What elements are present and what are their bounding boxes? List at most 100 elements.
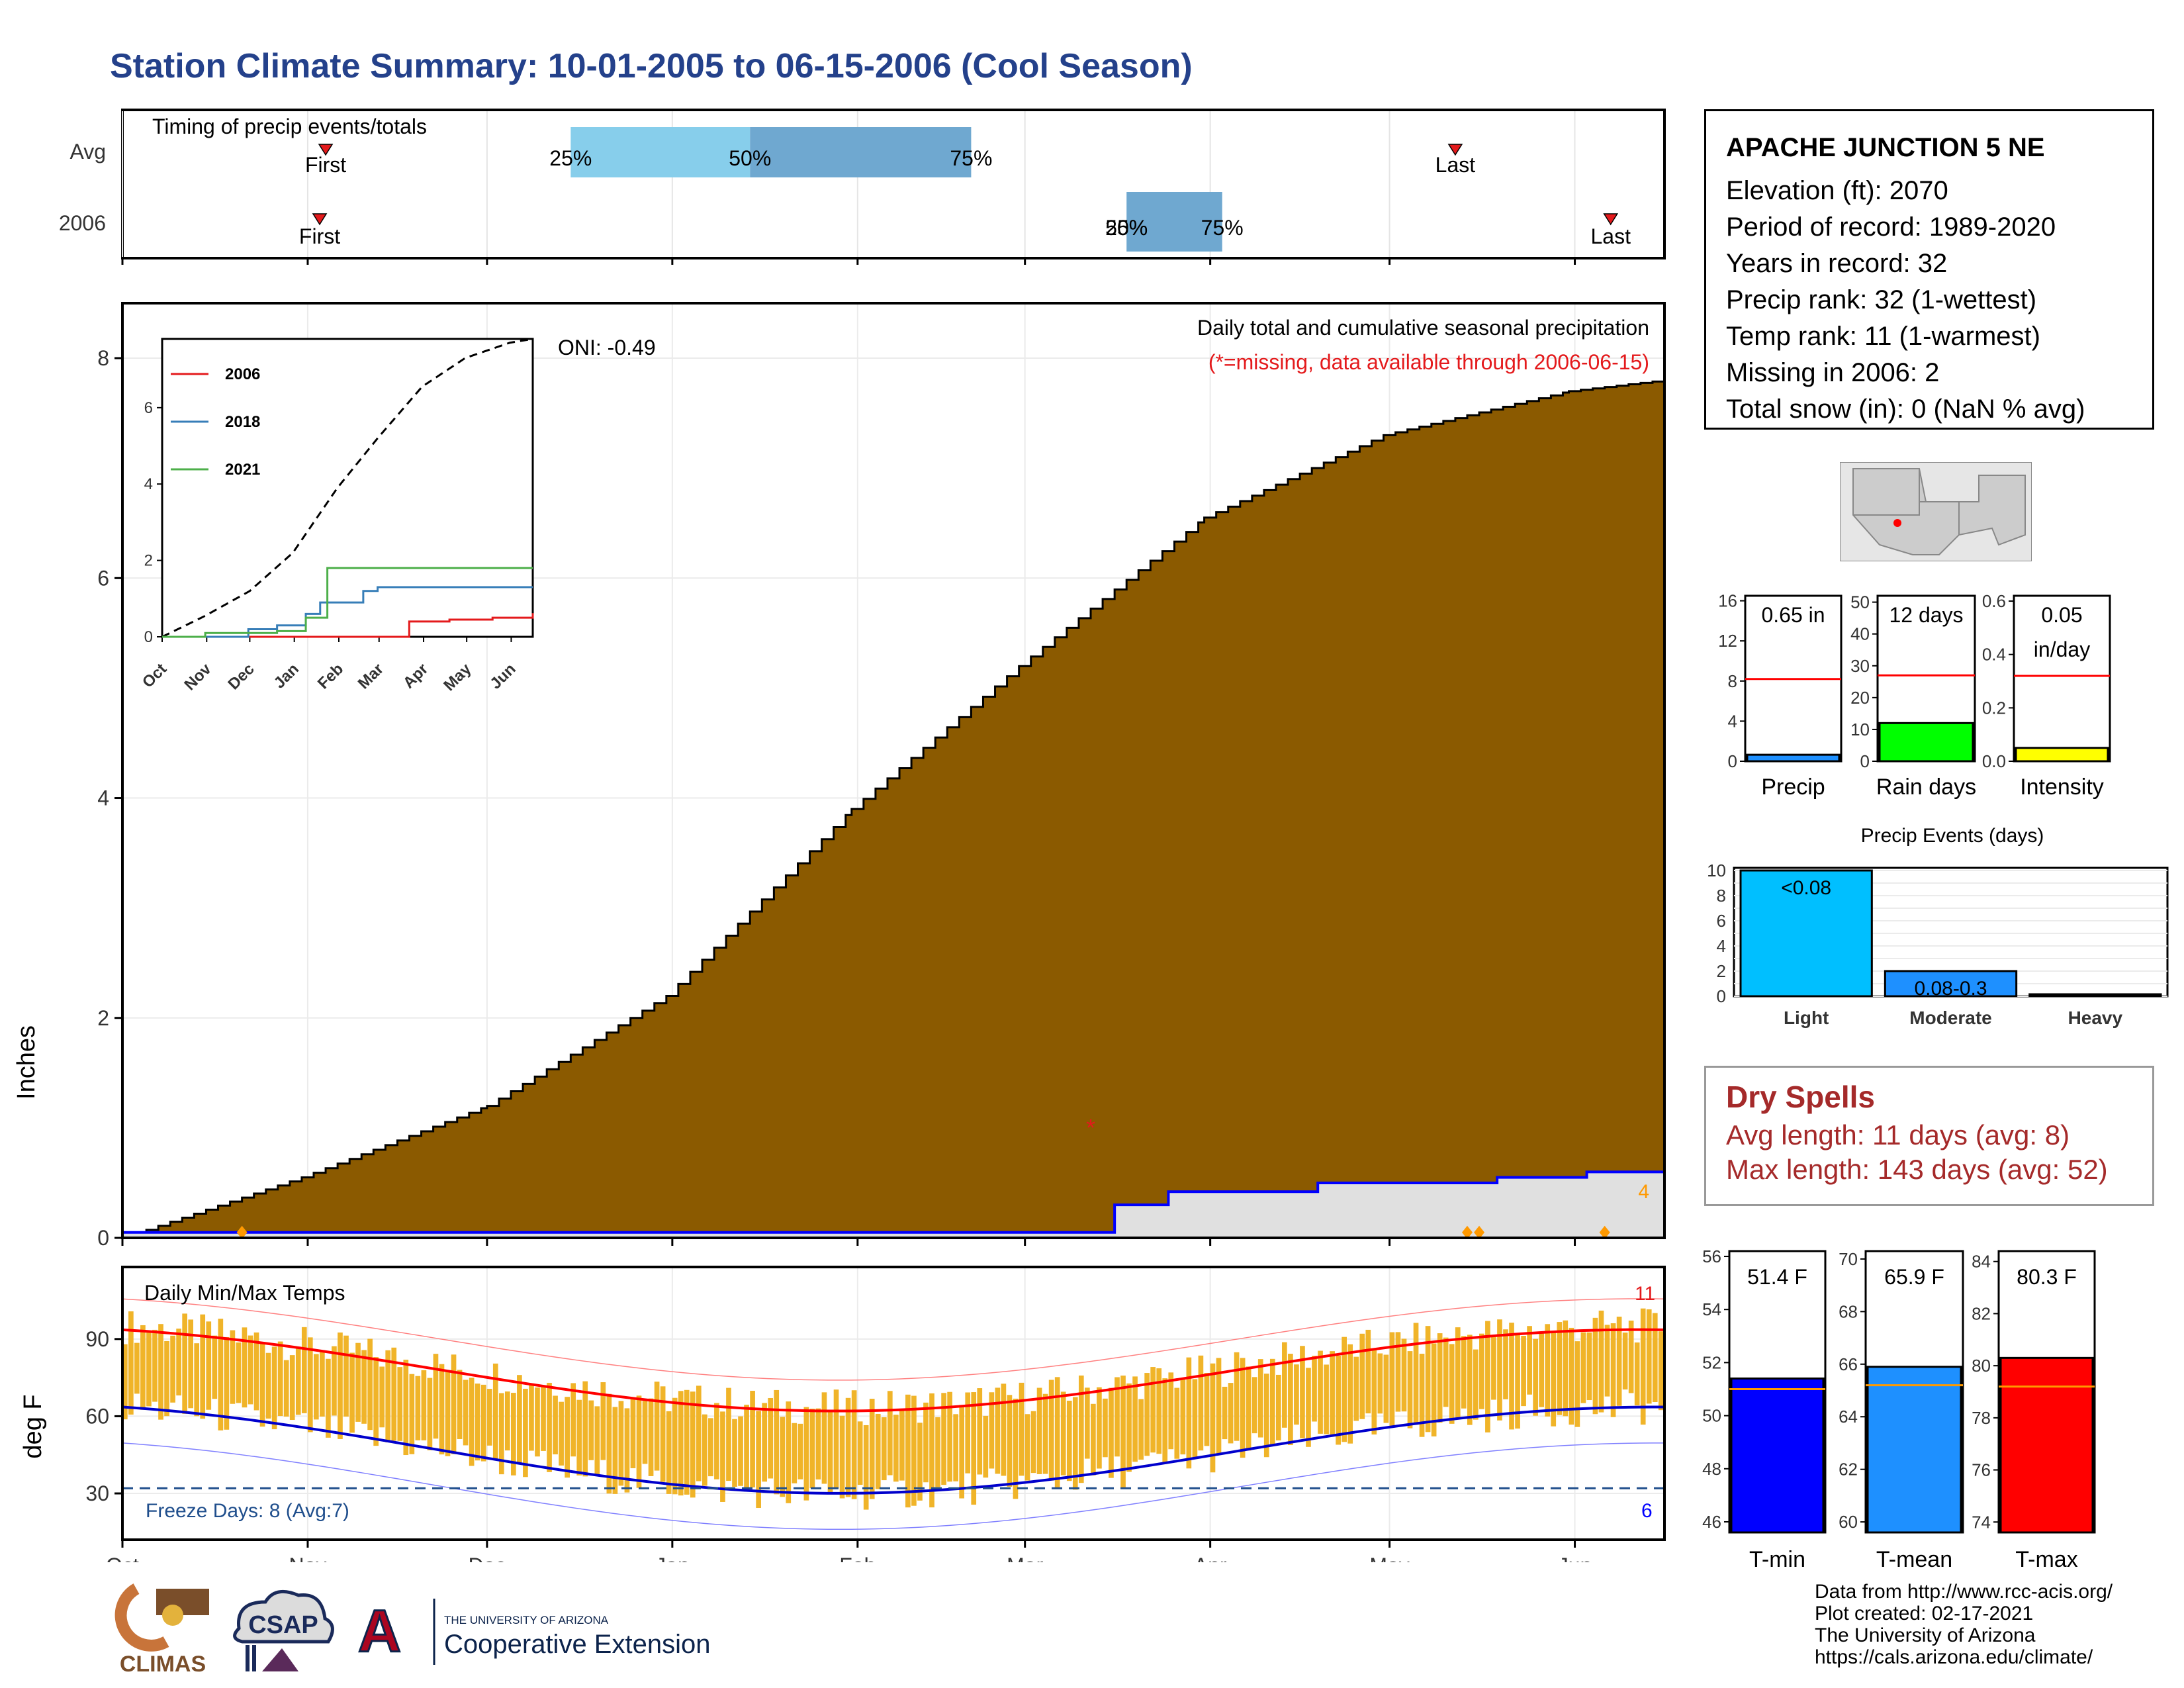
timing-marker xyxy=(1603,213,1619,226)
daily-temp-bar xyxy=(1580,1332,1586,1403)
daily-temp-bar xyxy=(1473,1349,1479,1420)
daily-temp-bar xyxy=(1598,1310,1604,1413)
daily-temp-bar xyxy=(690,1391,696,1498)
inset-series-line xyxy=(162,567,533,638)
summary-bar xyxy=(1746,753,1841,763)
daily-temp-bar xyxy=(259,1342,265,1427)
summary-label: Precip xyxy=(1761,774,1825,800)
summary-label: Rain days xyxy=(1876,774,1976,800)
daily-temp-bar xyxy=(642,1401,648,1464)
freeze-days-label: Freeze Days: 8 (Avg:7) xyxy=(146,1500,349,1522)
daily-temp-bar xyxy=(821,1392,827,1484)
credit-plot-created: Plot created: 02-17-2021 xyxy=(1815,1603,2034,1624)
daily-temp-bar xyxy=(1138,1399,1144,1460)
daily-temp-bar xyxy=(152,1329,158,1402)
daily-temp-bar xyxy=(971,1392,977,1505)
events-bar xyxy=(1884,970,2018,998)
events-bar-label: <0.08 xyxy=(1781,877,1831,899)
summary-bar xyxy=(1878,722,1974,763)
daily-temp-bar xyxy=(851,1390,857,1499)
inset-xtick-label: Oct xyxy=(139,660,170,691)
summary-ytick-label: 0.6 xyxy=(1982,591,2006,611)
daily-temp-bar xyxy=(786,1401,792,1503)
temp-summary-value: 65.9 F xyxy=(1884,1265,1944,1289)
events-category-label: Light xyxy=(1784,1008,1829,1028)
daily-temp-bar xyxy=(1216,1358,1222,1455)
daily-temp-bar xyxy=(672,1397,678,1495)
climas-text: CLIMAS xyxy=(120,1652,206,1677)
inset-xtick-label: Jan xyxy=(271,660,302,692)
daily-temp-bar xyxy=(1275,1374,1281,1440)
daily-temp-bar xyxy=(768,1397,774,1479)
summary-ytick-label: 10 xyxy=(1850,720,1870,739)
daily-temp-bar xyxy=(1479,1333,1484,1409)
daily-temp-bar xyxy=(857,1421,863,1485)
daily-temp-bar xyxy=(1383,1354,1389,1423)
inset-xtick-label: Nov xyxy=(181,660,215,694)
daily-temp-bar xyxy=(517,1375,522,1463)
summary-ytick-label: 20 xyxy=(1850,688,1870,708)
daily-temp-bar xyxy=(338,1332,343,1439)
daily-temp-bar xyxy=(1168,1372,1174,1450)
info-missing: Missing in 2006: 2 xyxy=(1726,358,1940,387)
temp-summary-ytick-label: 52 xyxy=(1702,1352,1721,1372)
csap-logo: CSAP xyxy=(233,1589,334,1671)
inset-xtick-label: Dec xyxy=(224,660,257,693)
daily-temp-bar xyxy=(756,1411,761,1509)
daily-temp-bar xyxy=(1574,1341,1580,1427)
summary-ytick-label: 0 xyxy=(1860,751,1870,771)
daily-temp-bar xyxy=(271,1346,277,1430)
temp-summary-ytick-label: 80 xyxy=(1972,1356,1991,1376)
info-temp-rank: Temp rank: 11 (1-warmest) xyxy=(1726,322,2040,351)
summary-value: 0.65 in xyxy=(1761,603,1825,627)
daily-temp-bar xyxy=(1001,1383,1007,1476)
daily-temp-bar xyxy=(618,1401,624,1486)
daily-temp-bar xyxy=(983,1415,989,1478)
daily-temp-bar xyxy=(606,1393,612,1494)
daily-temp-bar xyxy=(1449,1344,1455,1424)
daily-temp-bar xyxy=(1539,1332,1545,1407)
temps-ytick-label: 60 xyxy=(85,1404,109,1428)
daily-temp-bar xyxy=(547,1382,552,1472)
daily-temp-bar xyxy=(277,1341,283,1417)
timing-panel: Timing of precip events/totals Avg 2006 … xyxy=(59,109,1666,265)
daily-temp-bar xyxy=(1545,1324,1551,1417)
daily-temp-bar xyxy=(1222,1386,1228,1440)
daily-temp-bar xyxy=(1132,1376,1138,1462)
avg-max-line xyxy=(122,1328,1665,1413)
daily-temp-bar xyxy=(313,1354,319,1420)
month-label: Mar xyxy=(1007,1554,1043,1562)
daily-temp-bar xyxy=(1312,1356,1317,1422)
month-label: Dec xyxy=(468,1554,506,1562)
temp-summary-ytick-label: 74 xyxy=(1972,1512,1991,1532)
daily-temp-bar xyxy=(194,1343,200,1417)
daily-temp-bar xyxy=(182,1313,187,1414)
temp-summary-ytick-label: 70 xyxy=(1839,1249,1858,1269)
daily-temp-bar xyxy=(1389,1332,1395,1428)
daily-temp-bar xyxy=(774,1389,780,1495)
summary-value: 0.05 xyxy=(2041,603,2082,627)
daily-temp-bar xyxy=(1437,1333,1443,1423)
daily-temp-bar xyxy=(947,1391,952,1482)
month-label: Oct xyxy=(106,1554,139,1562)
daily-temp-bar xyxy=(887,1391,893,1476)
daily-temp-bar xyxy=(684,1389,690,1495)
daily-temp-bar xyxy=(744,1405,749,1492)
avg-min-line xyxy=(122,1405,1665,1495)
info-years: Years in record: 32 xyxy=(1726,249,1948,278)
daily-temp-bar xyxy=(289,1355,295,1421)
daily-temp-bar xyxy=(1425,1326,1431,1432)
daily-temp-bar xyxy=(565,1397,570,1478)
daily-temp-bar xyxy=(415,1376,421,1440)
timing-pct-label: 50% xyxy=(1105,216,1148,240)
daily-temp-bar xyxy=(409,1374,415,1454)
daily-temp-bar xyxy=(905,1394,911,1508)
daily-temp-bar xyxy=(326,1358,331,1438)
daily-temp-bar xyxy=(965,1392,971,1474)
daily-temp-bar xyxy=(815,1408,821,1479)
daily-temp-bar xyxy=(206,1321,212,1410)
daily-temp-bar xyxy=(600,1382,606,1460)
daily-temp-bar xyxy=(1353,1356,1359,1421)
summary-ytick-label: 50 xyxy=(1850,592,1870,612)
daily-temp-bar xyxy=(212,1335,218,1399)
